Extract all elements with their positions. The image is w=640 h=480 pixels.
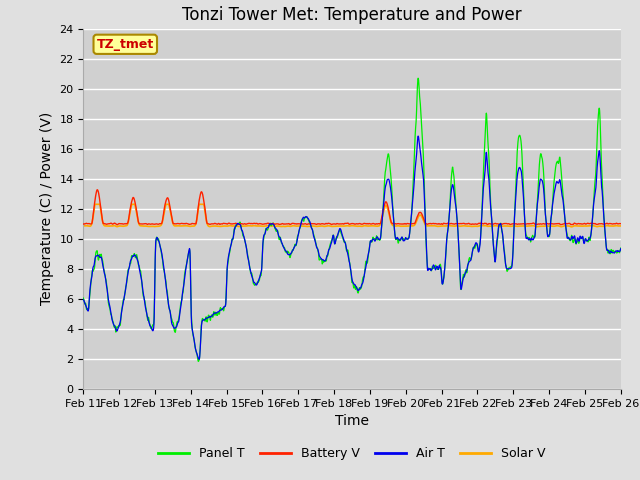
X-axis label: Time: Time — [335, 414, 369, 428]
Title: Tonzi Tower Met: Temperature and Power: Tonzi Tower Met: Temperature and Power — [182, 6, 522, 24]
Text: TZ_tmet: TZ_tmet — [97, 38, 154, 51]
Y-axis label: Temperature (C) / Power (V): Temperature (C) / Power (V) — [40, 112, 54, 305]
Legend: Panel T, Battery V, Air T, Solar V: Panel T, Battery V, Air T, Solar V — [153, 443, 551, 465]
